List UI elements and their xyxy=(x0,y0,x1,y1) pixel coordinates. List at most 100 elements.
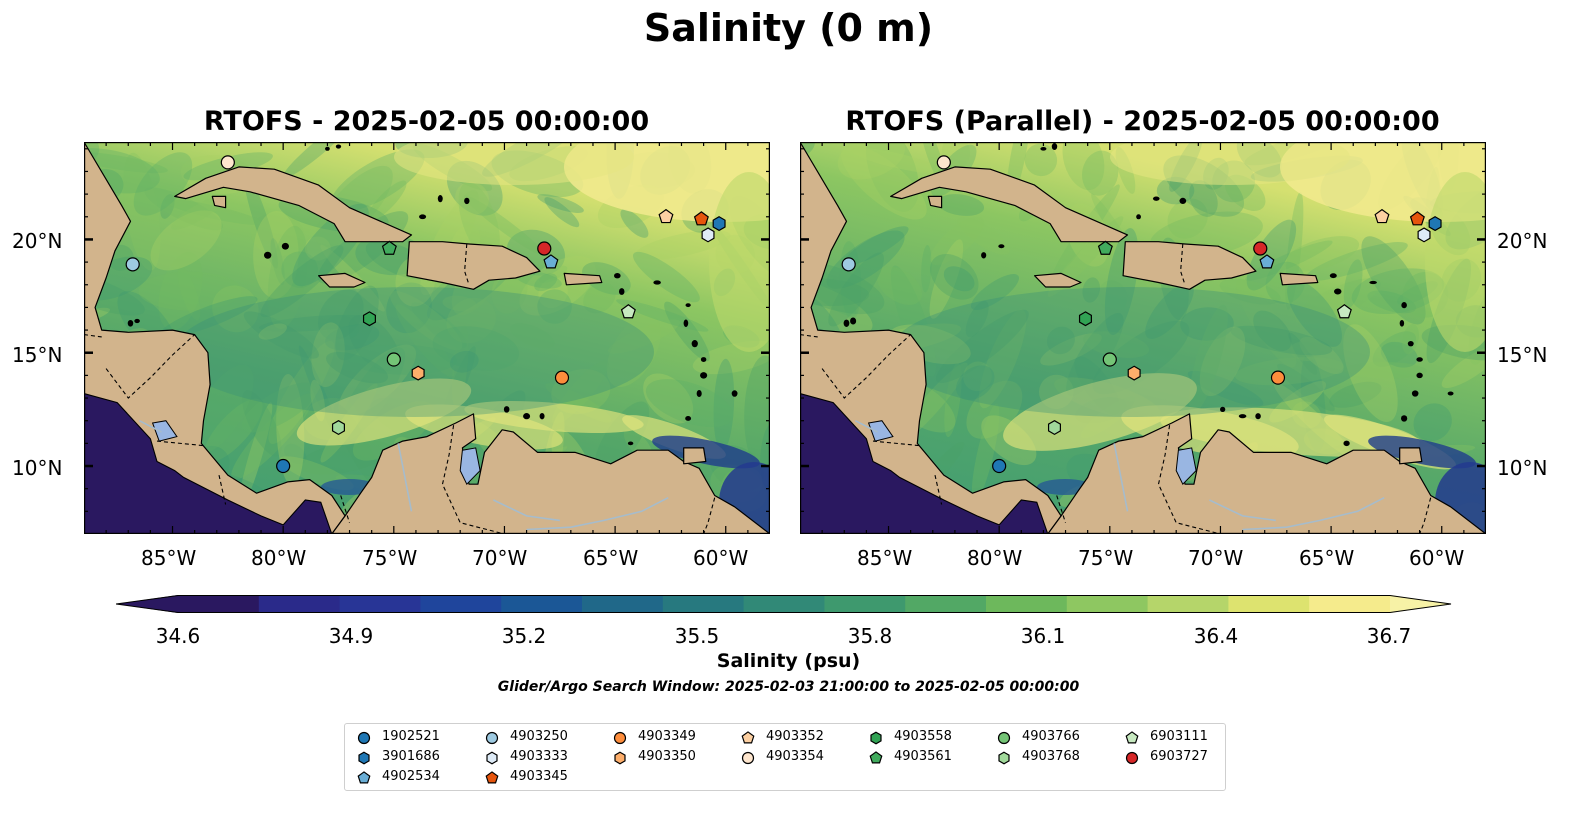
landmass xyxy=(331,413,770,534)
hexagon-icon xyxy=(358,751,370,765)
lon-tick: 60°W xyxy=(1409,546,1465,570)
landmass xyxy=(800,142,1062,534)
float-marker-3901686 xyxy=(1428,216,1442,232)
island xyxy=(1051,143,1058,151)
legend-label: 6903727 xyxy=(1150,749,1208,764)
panel-title-rtofs: RTOFS - 2025-02-05 00:00:00 xyxy=(203,106,650,137)
circle-icon xyxy=(485,731,499,745)
country-border xyxy=(934,474,943,505)
island xyxy=(700,372,708,379)
colorbar-segment xyxy=(743,595,825,613)
island xyxy=(627,441,634,446)
legend-label: 6903111 xyxy=(1150,729,1208,744)
circle-icon xyxy=(613,731,627,745)
hexagon-icon xyxy=(870,731,882,745)
float-marker-4903558 xyxy=(362,311,376,327)
island xyxy=(1411,390,1419,397)
colorbar-label: Salinity (psu) xyxy=(716,650,861,672)
colorbar-tick: 35.2 xyxy=(501,624,547,648)
island xyxy=(1329,273,1337,279)
map-frame xyxy=(800,142,1486,534)
float-marker-6903111 xyxy=(1336,304,1352,319)
colorbar-segment xyxy=(1309,595,1391,613)
float-marker-4903349 xyxy=(554,370,570,385)
colorbar-tick: 36.7 xyxy=(1366,624,1412,648)
float-marker-1902521 xyxy=(992,458,1007,474)
island xyxy=(731,390,738,397)
island xyxy=(1238,414,1247,419)
float-marker-4903354 xyxy=(936,155,951,170)
country-border xyxy=(1419,497,1432,534)
colorbar-segment xyxy=(420,595,502,613)
island xyxy=(539,413,545,420)
legend-label: 4903345 xyxy=(510,769,568,784)
hexagon-icon xyxy=(486,751,498,765)
island xyxy=(1399,319,1405,327)
legend-label: 4902534 xyxy=(382,769,440,784)
legend-label: 4903250 xyxy=(510,729,568,744)
river xyxy=(1209,499,1276,522)
colorbar-segment xyxy=(1147,595,1229,613)
float-legend: 1902521 3901686 4902534 4903250 4903333 49033… xyxy=(344,723,1226,791)
legend-label: 4903349 xyxy=(638,729,696,744)
colorbar-segment xyxy=(1228,595,1310,613)
island xyxy=(614,272,621,279)
island xyxy=(437,195,443,203)
lon-tick: 80°W xyxy=(251,546,307,570)
country-border xyxy=(464,243,470,285)
float-marker-4903354 xyxy=(220,155,235,170)
pentagon-icon xyxy=(869,751,883,764)
colorbar-extend-low xyxy=(116,595,178,613)
colorbar-segment xyxy=(905,595,987,613)
lon-tick: 70°W xyxy=(472,546,528,570)
island xyxy=(503,406,510,413)
float-marker-4903352 xyxy=(1374,208,1390,224)
landmass xyxy=(1034,272,1082,288)
float-marker-4902534 xyxy=(1259,254,1275,269)
river xyxy=(526,496,669,531)
island xyxy=(998,244,1005,249)
legend-label: 4903354 xyxy=(766,749,824,764)
lon-tick: 85°W xyxy=(141,546,197,570)
float-marker-6903727 xyxy=(537,241,552,256)
island xyxy=(1447,391,1454,396)
island xyxy=(325,146,330,151)
legend-label: 4903561 xyxy=(894,749,952,764)
river xyxy=(1113,443,1129,512)
island xyxy=(685,415,692,421)
circle-icon xyxy=(741,751,755,765)
river xyxy=(138,419,162,433)
map-panel-rtofs xyxy=(84,142,770,534)
island xyxy=(464,197,470,205)
colorbar xyxy=(116,595,1452,613)
float-marker-1902521 xyxy=(276,458,291,474)
float-marker-4902534 xyxy=(543,254,559,269)
float-marker-4903768 xyxy=(1047,419,1061,436)
country-border xyxy=(156,440,204,447)
float-marker-4903349 xyxy=(1270,370,1286,385)
island xyxy=(1179,197,1187,205)
landmass xyxy=(406,241,541,290)
lat-tick-left: 20°N xyxy=(12,229,63,253)
lon-tick: 60°W xyxy=(693,546,749,570)
lat-tick-right: 15°N xyxy=(1497,343,1548,367)
legend-label: 1902521 xyxy=(382,729,440,744)
landmass xyxy=(927,195,943,209)
lat-tick-left: 10°N xyxy=(12,456,63,480)
colorbar-segment xyxy=(339,595,421,613)
float-marker-4903561 xyxy=(1097,240,1113,255)
lake xyxy=(459,447,481,486)
river xyxy=(1242,496,1385,531)
lat-tick-right: 10°N xyxy=(1497,456,1548,480)
country-border xyxy=(821,334,911,399)
landmass xyxy=(1279,272,1319,286)
island xyxy=(523,413,531,420)
country-border xyxy=(703,497,716,534)
lake xyxy=(867,420,894,442)
float-marker-4903345 xyxy=(1409,211,1425,226)
float-marker-4903561 xyxy=(381,240,397,255)
pentagon-icon xyxy=(485,771,499,784)
axis-ticks xyxy=(800,142,1486,534)
landmass xyxy=(318,272,366,288)
legend-label: 4903352 xyxy=(766,729,824,744)
